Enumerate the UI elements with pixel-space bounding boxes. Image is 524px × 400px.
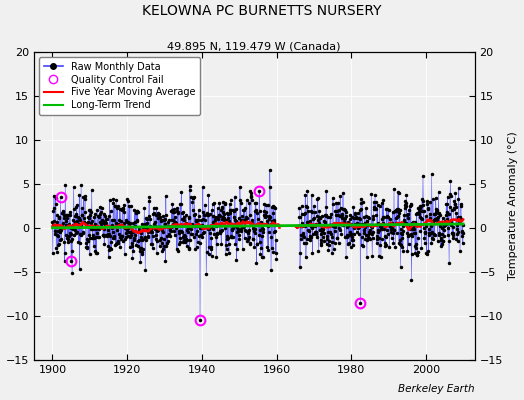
Legend: Raw Monthly Data, Quality Control Fail, Five Year Moving Average, Long-Term Tren: Raw Monthly Data, Quality Control Fail, … <box>39 57 200 115</box>
Title: 49.895 N, 119.479 W (Canada): 49.895 N, 119.479 W (Canada) <box>168 41 341 51</box>
Y-axis label: Temperature Anomaly (°C): Temperature Anomaly (°C) <box>508 132 518 280</box>
Text: KELOWNA PC BURNETTS NURSERY: KELOWNA PC BURNETTS NURSERY <box>142 4 382 18</box>
Text: Berkeley Earth: Berkeley Earth <box>398 384 475 394</box>
